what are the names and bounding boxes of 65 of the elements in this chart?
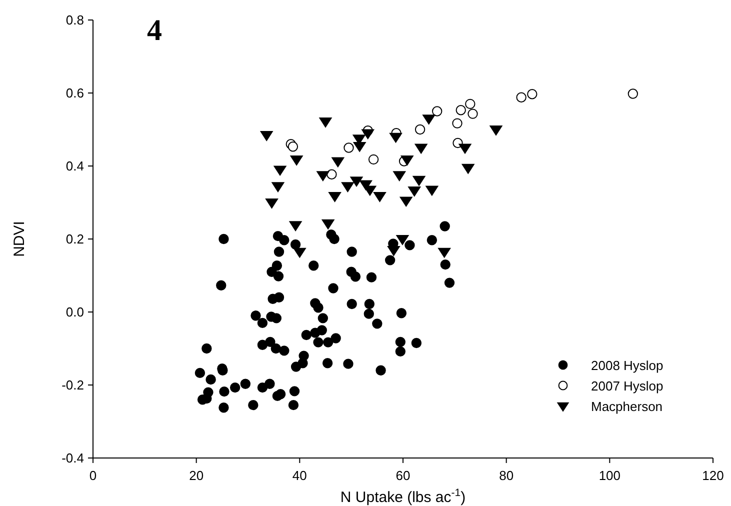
- point: [516, 92, 526, 102]
- point: [400, 196, 412, 207]
- point: [458, 144, 472, 154]
- point: [368, 154, 379, 165]
- point: [422, 114, 436, 125]
- y-tick-label: 0.6: [66, 86, 84, 100]
- point: [272, 182, 284, 192]
- point: [344, 142, 354, 153]
- point: [462, 164, 474, 174]
- point: [465, 98, 476, 110]
- x-tick-label: 40: [292, 468, 307, 483]
- y-tick-label: 0.8: [66, 12, 84, 28]
- point: [260, 131, 273, 141]
- point: [432, 106, 442, 116]
- point: [326, 169, 337, 180]
- point: [390, 132, 402, 143]
- point: [414, 124, 426, 135]
- point: [387, 246, 400, 256]
- y-tick-label: -0.4: [62, 450, 84, 466]
- point: [412, 176, 426, 186]
- point: [456, 105, 466, 116]
- legend-label: Macpherson: [591, 399, 663, 414]
- point: [408, 186, 421, 196]
- point: [290, 155, 303, 166]
- point: [350, 176, 363, 187]
- x-tick-label: 80: [499, 468, 514, 483]
- x-tick-label: 100: [598, 468, 621, 483]
- y-tick-label: 0.4: [66, 158, 84, 174]
- point: [628, 88, 638, 99]
- point: [426, 186, 438, 196]
- y-tick-label: 0.0: [66, 304, 84, 320]
- legend-label: 2008 Hyslop: [591, 358, 664, 373]
- point: [322, 219, 334, 230]
- point: [374, 192, 386, 202]
- point: [328, 192, 342, 202]
- point: [362, 129, 374, 140]
- legend-label: 2007 Hyslop: [591, 378, 664, 394]
- point: [468, 108, 478, 119]
- point: [527, 88, 538, 100]
- point: [396, 235, 409, 245]
- x-tick-label: 0: [89, 468, 97, 483]
- point: [414, 144, 428, 154]
- y-tick-label: 0.2: [66, 232, 84, 246]
- point: [289, 221, 302, 232]
- point: [438, 248, 451, 258]
- point: [332, 157, 344, 168]
- point: [393, 171, 406, 182]
- point: [490, 126, 502, 136]
- point: [319, 118, 332, 128]
- x-tick-label: 120: [702, 468, 724, 483]
- point: [341, 182, 354, 192]
- y-tick-label: -0.2: [62, 378, 84, 392]
- chart-title: 4: [147, 14, 162, 47]
- x-tick-label: 60: [396, 468, 410, 483]
- x-axis-title: N Uptake (lbs ac$^{-1}$): [340, 487, 466, 506]
- x-tick-label: 20: [189, 468, 204, 483]
- point: [288, 142, 298, 152]
- point: [274, 166, 286, 176]
- point: [266, 198, 278, 208]
- point: [293, 248, 306, 258]
- point: [316, 171, 330, 182]
- point: [452, 118, 462, 128]
- point: [353, 142, 366, 152]
- y-axis-title: NDVI: [11, 221, 28, 257]
- point: [400, 155, 414, 166]
